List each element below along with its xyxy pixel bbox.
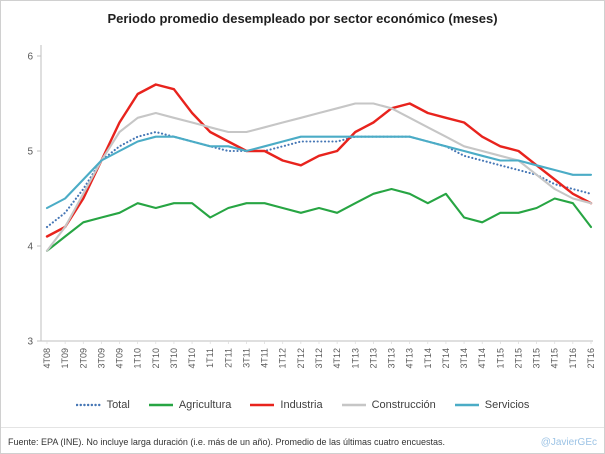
x-axis-label: 3T10	[169, 348, 179, 369]
x-axis-label: 4T10	[187, 348, 197, 369]
x-axis-label: 1T10	[133, 348, 143, 369]
x-axis-label: 1T14	[423, 348, 433, 369]
x-axis-label: 2T10	[151, 348, 161, 369]
series-line-total	[45, 130, 593, 229]
series-line-industria	[45, 83, 593, 238]
x-axis-label: 4T08	[42, 348, 52, 369]
x-axis-label: 4T13	[405, 348, 415, 369]
x-axis-label: 4T14	[477, 348, 487, 369]
chart-title: Periodo promedio desempleado por sector …	[107, 11, 498, 26]
x-axis-label: 3T09	[96, 348, 106, 369]
legend-label: Total	[106, 399, 130, 411]
x-axis-label: 3T12	[314, 348, 324, 369]
legend-item-total: Total	[75, 399, 130, 411]
y-axis-label: 4	[27, 242, 33, 253]
x-axis-label: 3T15	[532, 348, 542, 369]
x-axis-label: 2T09	[78, 348, 88, 369]
x-axis-label: 3T14	[459, 348, 469, 369]
chart-legend: Total Agricultura Industria Construcción Ser…	[1, 396, 604, 414]
x-axis-label: 4T11	[260, 348, 270, 368]
x-axis-label: 1T13	[350, 348, 360, 369]
footer: Fuente: EPA (INE). No incluye larga dura…	[8, 437, 597, 448]
x-axis-label: 2T12	[296, 348, 306, 369]
legend-label: Servicios	[484, 399, 530, 411]
legend-label: Industria	[280, 399, 323, 411]
legend-item-servicios: Servicios	[454, 399, 530, 411]
legend-label: Construcción	[371, 399, 436, 411]
x-axis-label: 4T15	[550, 348, 560, 369]
y-axis-label: 3	[27, 337, 33, 348]
legend-line-sample	[341, 403, 366, 407]
x-axis-label: 2T14	[441, 348, 451, 369]
x-axis-label: 2T16	[586, 348, 596, 369]
author-credit: @JavierGEc	[540, 437, 597, 448]
legend-item-industria: Industria	[249, 399, 323, 411]
y-axis-label: 6	[27, 52, 33, 63]
x-axis-label: 4T09	[115, 348, 125, 369]
line-chart: 3 4 5 6 4T08 1T09 2T09 3T09 4T09 1T10 2T10 3T10 4T10…	[27, 45, 596, 369]
x-axis-label: 1T12	[278, 348, 288, 369]
x-axis-label: 2T13	[368, 348, 378, 369]
series-line-agricultura	[45, 187, 593, 252]
source-note: Fuente: EPA (INE). No incluye larga dura…	[8, 437, 446, 447]
x-axis-label: 3T13	[387, 348, 397, 369]
x-axis-label: 2T15	[513, 348, 523, 369]
legend-label: Agricultura	[178, 399, 232, 411]
x-axis-label: 1T09	[60, 348, 70, 369]
x-axis-label: 1T11	[205, 348, 215, 368]
series-line-servicios	[45, 135, 593, 210]
series-line-construccion	[45, 102, 593, 252]
legend-line-sample	[75, 403, 102, 407]
legend-item-construccion: Construcción	[341, 399, 436, 411]
legend-line-sample	[148, 403, 173, 407]
x-axis-label: 1T16	[568, 348, 578, 369]
y-axis-label: 5	[27, 147, 33, 158]
legend-item-agricultura: Agricultura	[148, 399, 232, 411]
footer-divider	[1, 427, 604, 428]
legend-line-sample	[454, 403, 479, 407]
x-axis-label: 1T15	[495, 348, 505, 369]
x-axis-label: 2T11	[223, 348, 233, 368]
legend-line-sample	[250, 403, 275, 407]
x-axis-label: 4T12	[332, 348, 342, 369]
x-axis-label: 3T11	[241, 348, 251, 368]
